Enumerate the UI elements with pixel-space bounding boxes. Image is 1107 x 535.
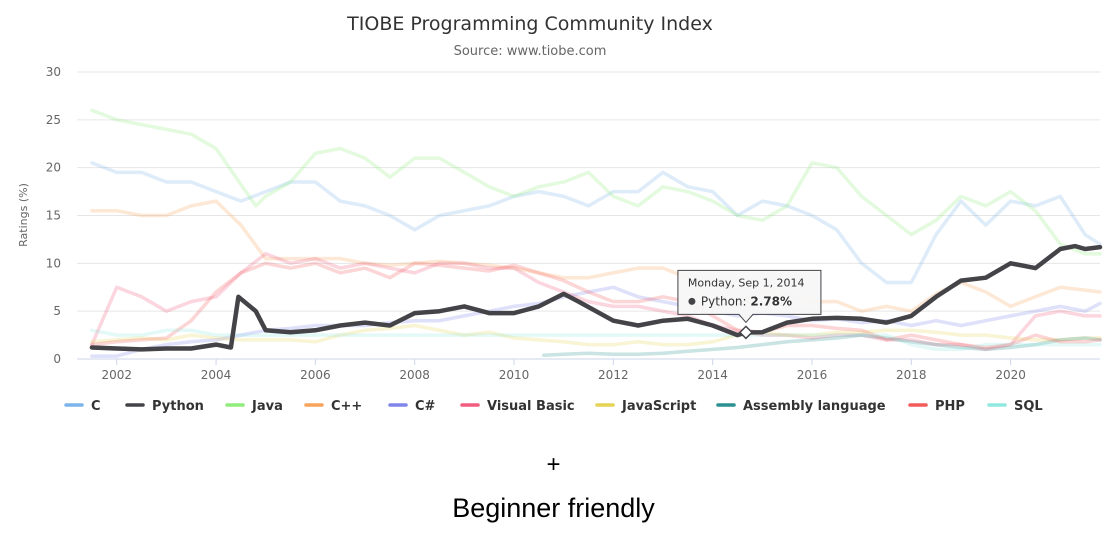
series-line-c [90,161,1102,285]
y-tick-label-5: 5 [53,304,61,318]
legend-label-python: Python [152,399,204,414]
y-tick-label-15: 15 [46,209,61,223]
x-tick-label-2008: 2008 [399,368,430,382]
y-tick-label-20: 20 [46,161,61,175]
x-tick-label-2010: 2010 [499,368,530,382]
legend-label-java: Java [251,399,283,414]
y-tick-label-10: 10 [46,256,61,270]
x-tick-label-2012: 2012 [598,368,629,382]
chart-title: TIOBE Programming Community Index [346,13,713,35]
legend-label-c-: C# [415,399,436,414]
legend-label-javascript: JavaScript [621,399,696,414]
x-tick-label-2014: 2014 [697,368,728,382]
legend-label-php: PHP [935,399,965,414]
x-tick-label-2016: 2016 [797,368,828,382]
tooltip-box [677,269,822,324]
x-tick-label-2006: 2006 [300,368,331,382]
grid-lines [77,71,1100,360]
series-line-php [90,261,1102,350]
caption-beginner-friendly: Beginner friendly [452,493,655,523]
series-line-assembly-language [542,333,1102,357]
y-tick-label-30: 30 [46,65,61,79]
tooltip-value: Python: 2.78% [701,294,792,308]
series-line-python [89,243,1103,352]
series-line-java [90,108,1102,256]
legend-label-c: C [91,399,101,414]
y-axis-title: Ratings (%) [17,183,30,247]
series-line-c- [90,285,1102,358]
series-line-visual-basic [90,252,1102,352]
legend-label-c-: C++ [331,399,362,414]
x-tick-label-2004: 2004 [201,368,232,382]
plus-sign: + [546,451,561,478]
x-tick-label-2002: 2002 [101,368,132,382]
x-axis-ticks: 2002 2004 2006 2008 2010 2012 2014 2016 2018 2020 [101,359,1026,382]
tooltip-marker [738,325,753,340]
legend-label-assembly-language: Assembly language [743,399,886,414]
tooltip-series-dot [688,297,696,305]
legend: C Python Java C++ C# Visual Basic JavaScript As… [64,399,1043,414]
y-tick-label-25: 25 [46,113,61,127]
tooltip-date: Monday, Sep 1, 2014 [688,276,805,289]
legend-label-visual-basic: Visual Basic [487,399,575,414]
tiobe-line-chart: TIOBE Programming Community Index Source… [17,13,1103,414]
x-tick-label-2018: 2018 [896,368,927,382]
tooltip: Monday, Sep 1, 2014 Python: 2.78% [677,269,822,340]
chart-subtitle: Source: www.tiobe.com [454,44,607,59]
series-line-javascript [90,323,1102,347]
series-line-sql [90,328,1102,352]
y-tick-label-0: 0 [53,352,61,366]
y-axis-ticks: 0 5 10 15 20 25 30 [46,65,61,366]
legend-label-sql: SQL [1014,399,1043,414]
x-tick-label-2020: 2020 [995,368,1026,382]
series-layer [89,108,1103,358]
